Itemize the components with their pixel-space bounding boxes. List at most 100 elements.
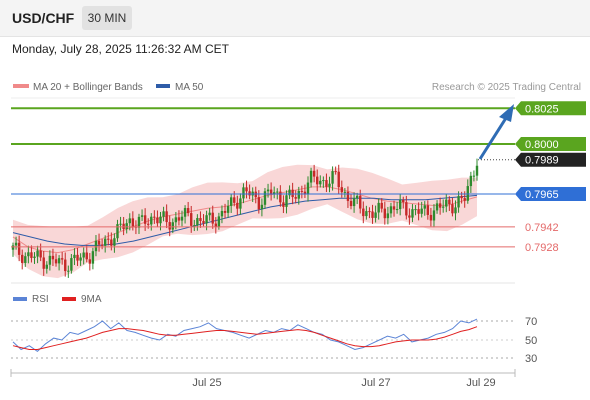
legend-swatch-9ma [62, 297, 76, 301]
candle-body [140, 215, 144, 217]
level-0-7989-label: 0.7989 [525, 155, 559, 167]
candle-body [316, 176, 319, 185]
candle-body [340, 187, 343, 193]
candle-body [475, 165, 479, 176]
candle-body [365, 211, 368, 217]
candle-body [177, 217, 181, 221]
candle-body [263, 191, 267, 205]
level-0-7965-tag: 0.7965 [515, 187, 586, 201]
candle-body [21, 254, 24, 263]
level-0-7928-label: 0.7928 [525, 242, 559, 254]
level-0-8025-tag-shape [515, 101, 586, 116]
candle-body [368, 211, 371, 213]
legend-swatch-rsi [13, 297, 27, 301]
legend-swatch-ma20 [13, 84, 29, 88]
candle-body [48, 255, 52, 265]
candle-body [60, 258, 64, 260]
candle-body [463, 198, 466, 201]
level-0-7989-tag: 0.7989 [515, 152, 586, 167]
candle-body [451, 204, 454, 214]
candle-body [220, 210, 224, 217]
rsi-tick-30: 30 [525, 353, 537, 365]
candle-body [242, 187, 245, 199]
candle-body [110, 239, 113, 246]
candle-body [214, 223, 218, 227]
candle-body [94, 240, 98, 252]
candle-body [454, 207, 457, 214]
candle-body [36, 250, 39, 257]
candle-body [239, 198, 242, 209]
candle-body [150, 216, 153, 225]
candle-body [300, 190, 304, 192]
candle-body [429, 214, 433, 221]
candle-body [448, 199, 451, 205]
candle-body [67, 270, 70, 272]
candle-body [355, 195, 359, 199]
candle-body [362, 208, 365, 217]
candle-body [193, 225, 196, 227]
candle-body [392, 206, 396, 210]
candle-body [380, 202, 383, 209]
candle-body [269, 189, 273, 195]
candle-body [174, 217, 178, 223]
candle-body [306, 182, 310, 195]
level-0-7942-label: 0.7942 [525, 222, 559, 234]
rsi-tick-50: 50 [525, 335, 537, 347]
candle-body [162, 211, 165, 217]
candle-body [334, 171, 337, 173]
candle-body [226, 205, 230, 213]
candle-body [103, 238, 107, 246]
candle-body [257, 197, 261, 210]
legend-label-ma50: MA 50 [175, 82, 204, 93]
candle-body [441, 206, 445, 208]
candle-body [24, 256, 27, 263]
candle-body [125, 223, 128, 230]
candle-body [30, 252, 33, 258]
candle-body [156, 217, 159, 224]
legend-label-9ma: 9MA [81, 294, 102, 305]
candle-body [420, 208, 423, 214]
candle-body [137, 216, 141, 228]
candle-body [460, 196, 463, 199]
level-0-8025-label: 0.8025 [525, 103, 559, 115]
candle-body [57, 258, 61, 264]
level-0-8025-tag: 0.8025 [515, 101, 586, 116]
candle-body [288, 189, 291, 196]
candle-body [196, 218, 199, 226]
candle-body [426, 205, 430, 215]
candle-body [303, 191, 307, 195]
candle-body [417, 209, 420, 214]
candle-body [411, 209, 414, 218]
candle-body [143, 215, 147, 224]
candle-body [27, 252, 30, 257]
candle-body [445, 199, 448, 207]
candle-body [211, 212, 214, 224]
candle-body [42, 257, 45, 269]
candle-body [159, 216, 162, 224]
legend-label-rsi: RSI [32, 294, 49, 305]
candle-body [199, 218, 202, 221]
candle-body [91, 251, 95, 264]
candle-body [186, 208, 190, 214]
x-tick-jul29: Jul 29 [466, 377, 495, 389]
forecast-arrow-head [499, 104, 514, 122]
candle-body [322, 180, 325, 182]
candle-body [337, 171, 340, 188]
candle-body [349, 200, 353, 207]
candle-body [190, 213, 193, 226]
candle-body [346, 191, 350, 201]
candle-body [472, 175, 476, 177]
candle-body [352, 198, 356, 207]
candle-body [285, 195, 288, 207]
candle-body [395, 209, 399, 211]
candle-body [64, 259, 67, 272]
timeframe-button[interactable]: 30 MIN [82, 6, 132, 30]
candle-body [374, 212, 377, 218]
candle-body [279, 191, 282, 203]
candle-body [312, 170, 316, 177]
candle-body [70, 258, 73, 271]
candle-body [389, 206, 393, 214]
candle-body [54, 259, 58, 264]
candle-body [202, 220, 205, 224]
